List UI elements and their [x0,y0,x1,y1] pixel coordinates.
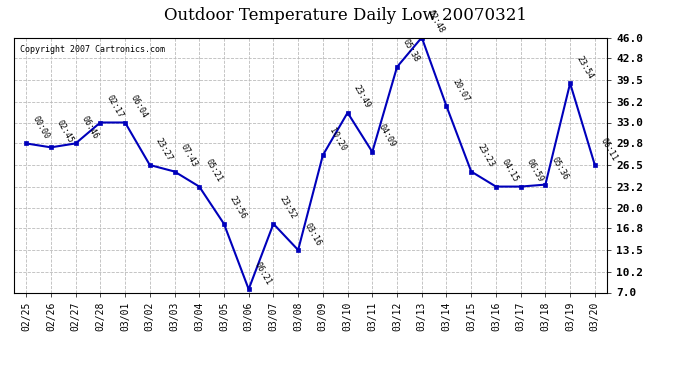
Text: 23:56: 23:56 [228,195,248,221]
Text: 23:49: 23:49 [352,84,372,110]
Text: 20:07: 20:07 [451,77,471,104]
Text: 23:52: 23:52 [277,195,298,221]
Text: 06:04: 06:04 [129,94,150,120]
Text: 10:20: 10:20 [327,126,347,152]
Text: 02:48: 02:48 [426,9,446,35]
Text: 23:23: 23:23 [475,142,495,169]
Text: Outdoor Temperature Daily Low 20070321: Outdoor Temperature Daily Low 20070321 [164,8,526,24]
Text: 23:54: 23:54 [574,54,595,81]
Text: 06:21: 06:21 [253,260,273,286]
Text: 05:21: 05:21 [204,158,224,184]
Text: 06:46: 06:46 [80,114,100,141]
Text: 05:38: 05:38 [401,38,422,64]
Text: 07:43: 07:43 [179,142,199,169]
Text: 04:09: 04:09 [377,123,397,149]
Text: 00:00: 00:00 [30,114,50,141]
Text: 02:45: 02:45 [55,118,75,145]
Text: Copyright 2007 Cartronics.com: Copyright 2007 Cartronics.com [20,45,165,54]
Text: 05:36: 05:36 [549,156,570,182]
Text: 23:27: 23:27 [154,136,175,162]
Text: 03:16: 03:16 [302,221,323,247]
Text: 06:11: 06:11 [599,136,620,162]
Text: 02:17: 02:17 [104,94,125,120]
Text: 06:59: 06:59 [525,158,545,184]
Text: 04:15: 04:15 [500,158,520,184]
